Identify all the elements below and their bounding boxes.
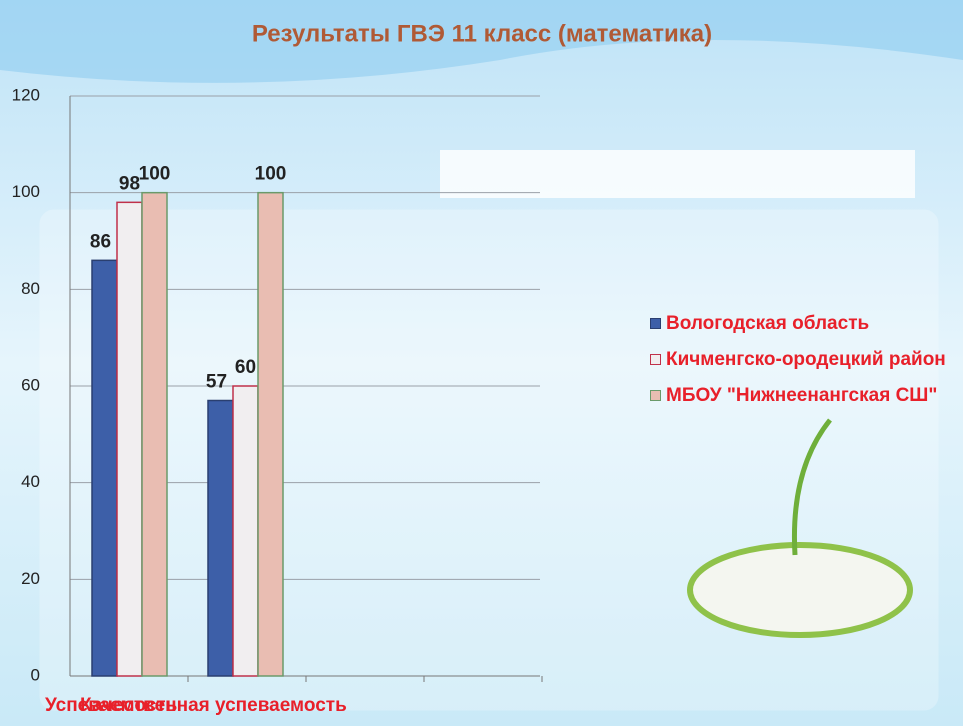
bar <box>116 201 143 677</box>
legend-swatch <box>650 390 661 401</box>
book-icon <box>687 542 913 638</box>
data-label: 100 <box>255 164 287 185</box>
x-tick-label: Качественная успеваемость <box>80 695 347 716</box>
y-tick-label: 80 <box>21 279 40 298</box>
bar <box>91 259 118 677</box>
chart-title: Результаты ГВЭ 11 класс (математика) <box>252 20 712 47</box>
banner <box>440 150 915 198</box>
legend-entry: Вологодская область <box>650 312 955 336</box>
data-label: 60 <box>235 357 256 378</box>
bar <box>232 385 259 677</box>
bar <box>257 191 284 677</box>
legend-entry: Кичменгско-ородецкий район <box>650 348 955 372</box>
y-tick-label: 120 <box>12 85 40 104</box>
y-tick-label: 0 <box>31 665 40 684</box>
x-tick-label: Успеваемость <box>45 695 177 716</box>
legend-swatch <box>650 354 661 365</box>
legend-entry: МБОУ "Нижнеенангская СШ" <box>650 384 955 408</box>
y-tick-label: 20 <box>21 569 40 588</box>
sprout-icon <box>791 418 832 556</box>
legend: Вологодская область Кичменгско-ородецкий … <box>650 312 955 420</box>
legend-label: Вологодская область <box>666 313 870 334</box>
y-tick-label: 60 <box>21 375 40 394</box>
legend-label: МБОУ "Нижнеенангская СШ" <box>666 385 938 406</box>
y-tick-label: 40 <box>21 472 40 491</box>
legend-label: Кичменгско-ородецкий район <box>666 349 946 370</box>
data-label: 57 <box>206 372 227 393</box>
data-label: 86 <box>90 231 111 252</box>
y-tick-label: 100 <box>12 182 40 201</box>
bar <box>207 399 234 677</box>
data-label: 98 <box>119 173 140 194</box>
header-wave <box>0 0 963 83</box>
data-label: 100 <box>139 164 171 185</box>
bar <box>141 191 168 677</box>
legend-swatch <box>650 318 661 329</box>
